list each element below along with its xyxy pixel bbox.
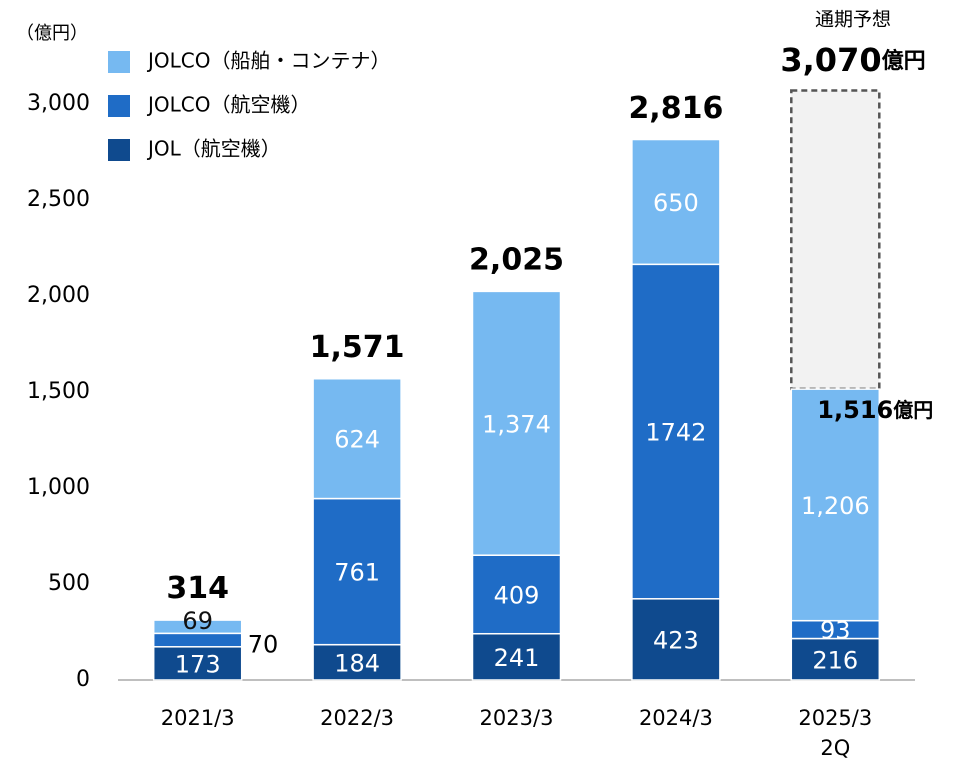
- data-label: 409: [494, 581, 540, 609]
- y-tick-label: 500: [48, 571, 90, 596]
- data-label: 70: [248, 630, 279, 658]
- y-tick-label: 2,000: [27, 283, 90, 308]
- data-label: 69: [182, 607, 213, 635]
- data-label: 650: [653, 189, 699, 217]
- bar-segment: [631, 263, 721, 600]
- data-label: 1,206: [801, 492, 870, 520]
- bar-segment: [312, 378, 402, 500]
- data-label: 423: [653, 626, 699, 654]
- bar-segment: [312, 643, 402, 681]
- y-tick-label: 1,500: [27, 379, 90, 404]
- total-unit: 億円: [893, 397, 933, 421]
- total-label: 2,816: [628, 91, 723, 126]
- bar-segment: [631, 138, 721, 266]
- data-label: 1,374: [482, 410, 551, 438]
- bar-segment: [152, 646, 243, 681]
- total-label: 1,571: [310, 330, 405, 365]
- legend-swatch: [108, 51, 130, 73]
- y-tick-label: 0: [76, 667, 90, 692]
- x-tick-label: 2024/3: [638, 706, 713, 730]
- bar-segment: [312, 497, 402, 646]
- data-label: 761: [334, 559, 380, 587]
- bar-segment: [471, 554, 562, 635]
- forecast-label: 通期予想: [815, 9, 891, 31]
- data-label: 624: [334, 426, 380, 454]
- legend-label: JOLCO（船舶・コンテナ）: [146, 49, 391, 73]
- y-tick-label: 2,500: [27, 187, 90, 212]
- total-number: 1,516: [817, 396, 893, 424]
- bar-segment: [152, 619, 243, 635]
- bar-segment: [790, 637, 881, 681]
- x-tick-label: 2023/3: [479, 706, 554, 730]
- legend-swatch: [108, 95, 130, 117]
- data-label: 184: [334, 649, 380, 677]
- legend-swatch: [108, 139, 130, 161]
- data-label: 216: [812, 646, 858, 674]
- total-label: 1,516億円: [817, 396, 933, 424]
- y-tick-label: 1,000: [27, 475, 90, 500]
- forecast-box: [790, 89, 881, 391]
- legend-label: JOL（航空機）: [146, 137, 281, 161]
- forecast-value: 3,070億円: [780, 41, 925, 79]
- forecast-unit: 億円: [882, 48, 926, 74]
- data-label: 241: [494, 644, 540, 672]
- legend-label: JOLCO（航空機）: [146, 93, 311, 117]
- forecast-value-number: 3,070: [780, 41, 881, 79]
- x-tick-label: 2025/3 2Q: [798, 706, 873, 760]
- x-tick-label: 2021/3: [160, 706, 235, 730]
- bar-segment: [471, 632, 562, 681]
- bar-segment: [631, 598, 721, 681]
- y-tick-label: 3,000: [27, 91, 90, 116]
- bar-segment: [471, 290, 562, 556]
- bar-segment: [152, 632, 243, 648]
- bar-segment: [790, 388, 881, 622]
- total-label: 2,025: [469, 243, 564, 278]
- data-label: 173: [175, 650, 221, 678]
- data-label: 1742: [645, 419, 706, 447]
- x-tick-label: 2022/3: [320, 706, 395, 730]
- total-label: 314: [166, 571, 229, 606]
- y-unit-label: （億円）: [16, 23, 88, 44]
